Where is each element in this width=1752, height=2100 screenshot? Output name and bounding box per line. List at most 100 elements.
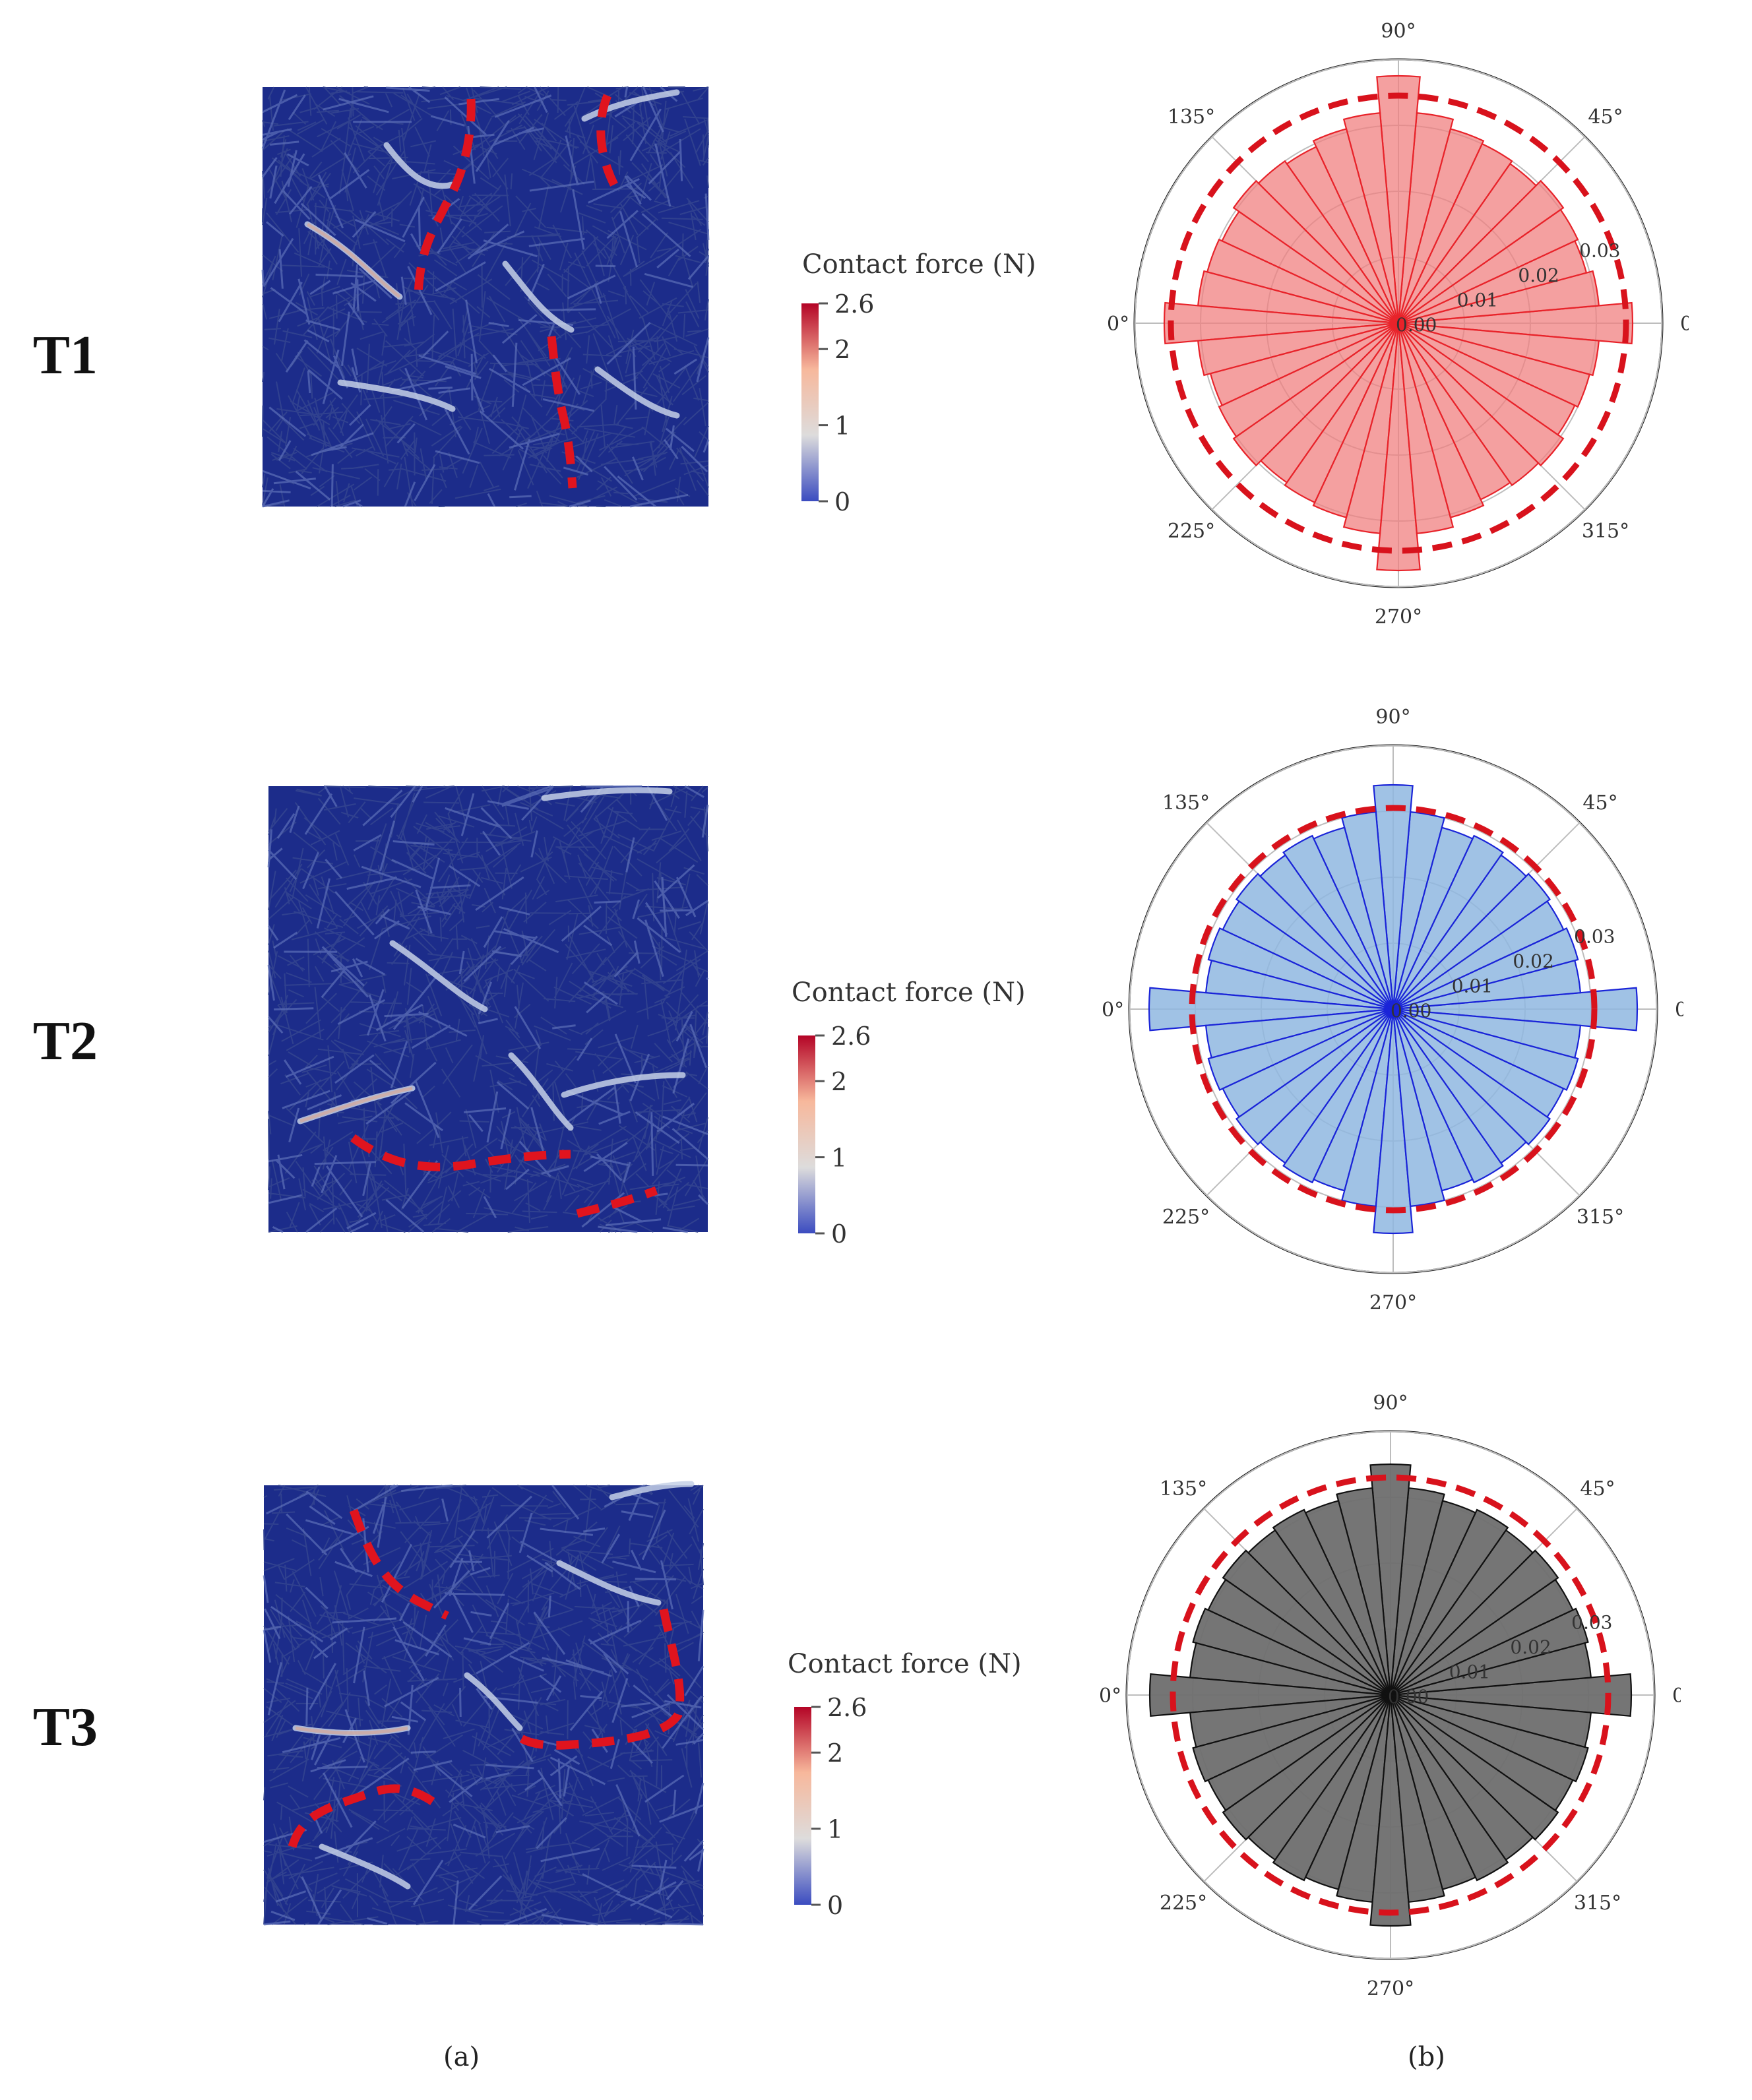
fracture-path-marker — [350, 1134, 571, 1171]
polar-bar — [1392, 1008, 1504, 1184]
polar-bar — [1373, 784, 1414, 1010]
polar-histogram-t3: 0.00 0.01 0.02 0.03 0° 45° 90° 135° 180° 225° 270°… — [1100, 1392, 1681, 2000]
strong-force-chain — [337, 379, 456, 412]
polar-bar — [1222, 1549, 1391, 1696]
radial-tick-label: 0.01 — [1457, 290, 1498, 311]
angle-label: 45° — [1588, 106, 1623, 129]
contact-network-t1 — [261, 86, 710, 508]
strong-force-chain — [508, 1052, 574, 1131]
strong-force-chain — [609, 1481, 695, 1500]
fit-curve — [1168, 92, 1629, 554]
polar-histogram-t2: 0.00 0.01 0.02 0.03 0° 45° 90° 135° 180° 225° 270°… — [1103, 706, 1683, 1314]
fit-curve — [1170, 1474, 1611, 1916]
strong-force-chain — [383, 142, 456, 189]
angle-label: 315° — [1582, 520, 1629, 543]
polar-bar — [1369, 1694, 1412, 1927]
angle-label: 90° — [1373, 1392, 1408, 1415]
angle-label: 135° — [1168, 106, 1215, 129]
radial-tick-label: 0.00 — [1388, 1686, 1429, 1708]
polar-bar — [1312, 128, 1400, 324]
radial-tick-label: 0.01 — [1449, 1661, 1490, 1683]
row-label-t1: T1 — [33, 324, 98, 386]
fracture-path-marker — [414, 98, 476, 297]
radial-tick-label: 0.01 — [1452, 975, 1493, 997]
colorbar-tick-label: 0 — [831, 1220, 847, 1249]
polar-bar — [1390, 1694, 1589, 1783]
colorbar-t3: 2.6 2 1 0 — [794, 1694, 867, 1920]
polar-bar — [1163, 301, 1399, 345]
polar-bar — [1390, 1607, 1589, 1696]
polar-bar — [1392, 1008, 1579, 1092]
angle-label: 180° — [1100, 1684, 1121, 1708]
angle-label: 180° — [1108, 313, 1129, 336]
polar-bar — [1397, 323, 1485, 518]
polar-bar — [1398, 323, 1565, 467]
polar-bar — [1282, 1008, 1394, 1184]
fit-curve — [1189, 805, 1598, 1214]
colorbar-tick-label: 0 — [827, 1891, 843, 1920]
angle-label: 270° — [1375, 605, 1422, 629]
polar-bar — [1398, 179, 1565, 324]
polar-bar — [1376, 323, 1421, 572]
angle-label: 90° — [1381, 20, 1416, 43]
colorbar-title-t2: Contact force (N) — [792, 977, 1026, 1008]
caption-a: (a) — [443, 2042, 480, 2072]
strong-force-chain — [502, 261, 575, 333]
angle-label: 0° — [1675, 999, 1683, 1022]
polar-bar — [1192, 1607, 1391, 1696]
strong-force-chain — [319, 1843, 411, 1890]
colorbar-t2: 2.6 2 1 0 — [798, 1022, 871, 1249]
radial-tick-label: 0.00 — [1391, 1000, 1431, 1022]
strong-force-chain — [389, 940, 488, 1012]
polar-bar — [1235, 1008, 1394, 1146]
polar-bar — [1392, 927, 1579, 1010]
angle-label: 315° — [1577, 1206, 1624, 1229]
polar-bar — [1392, 1008, 1551, 1146]
polar-bar — [1390, 1694, 1559, 1841]
fracture-path-marker — [576, 1186, 658, 1218]
network-medium-lines — [261, 86, 710, 508]
polar-bar — [1232, 179, 1399, 324]
colorbar-tick-label: 1 — [827, 1815, 843, 1844]
colorbar-tick-label: 2 — [827, 1739, 843, 1768]
fracture-path-marker — [509, 1608, 685, 1750]
colorbar-t1: 2.6 2 1 0 — [801, 290, 874, 516]
fracture-path-marker — [596, 94, 618, 187]
polar-bar — [1222, 1694, 1391, 1841]
fracture-path-marker — [547, 336, 577, 489]
polar-bar — [1392, 834, 1504, 1010]
polar-bar — [1207, 927, 1394, 1010]
angle-label: 135° — [1160, 1477, 1207, 1500]
radial-tick-label: 0.03 — [1574, 926, 1615, 948]
fracture-path-marker — [288, 1784, 443, 1849]
colorbar-tick-label: 1 — [834, 412, 850, 441]
angle-label: 45° — [1580, 1477, 1615, 1500]
angle-label: 270° — [1369, 1291, 1417, 1314]
strong-force-chain — [581, 89, 680, 122]
colorbar-gradient — [801, 303, 819, 501]
polar-bar — [1376, 75, 1421, 324]
network-strands — [263, 1485, 704, 1925]
angle-label: 225° — [1160, 1892, 1207, 1915]
polar-bar — [1272, 1694, 1391, 1882]
colorbar-gradient — [794, 1707, 811, 1905]
strong-force-chain — [594, 366, 680, 419]
polar-bar — [1392, 1008, 1582, 1059]
radial-tick-label: 0.03 — [1579, 240, 1620, 262]
hot-force-chain — [299, 1086, 413, 1123]
polar-bar — [1192, 1694, 1391, 1783]
polar-bar — [1272, 1508, 1391, 1696]
colorbar-tick-label: 2.6 — [831, 1022, 871, 1051]
radial-tick-label: 0.02 — [1513, 950, 1553, 972]
polar-bar — [1390, 1549, 1559, 1696]
angle-label: 90° — [1375, 706, 1410, 729]
row-label-t2: T2 — [33, 1010, 98, 1072]
polar-bar — [1235, 873, 1394, 1010]
colorbar-tick-label: 2 — [831, 1067, 847, 1096]
polar-bar — [1390, 1694, 1509, 1882]
network-medium-strands — [261, 86, 710, 508]
polar-bar — [1392, 873, 1551, 1010]
polar-bar — [1373, 1008, 1414, 1235]
hot-force-chain — [295, 1726, 408, 1735]
polar-bar — [1390, 1508, 1509, 1696]
